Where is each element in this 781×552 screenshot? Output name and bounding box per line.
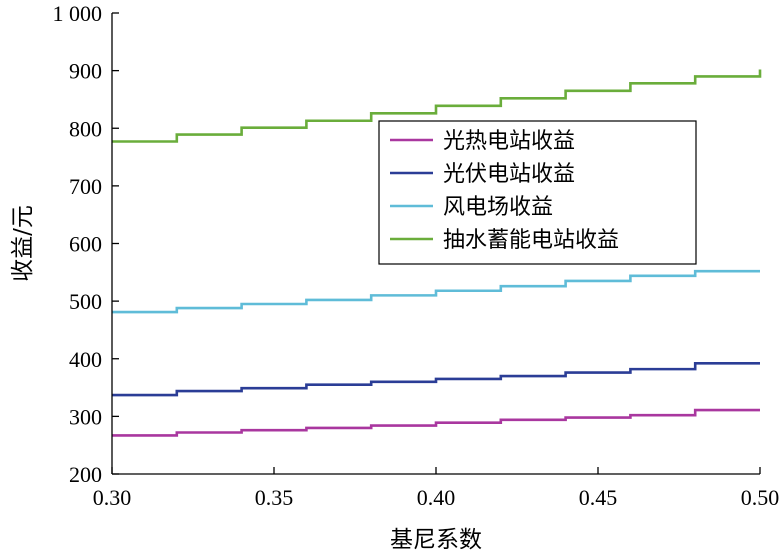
- y-axis-title: 收益/元: [10, 205, 36, 282]
- legend-label: 光热电站收益: [443, 129, 575, 154]
- series-line-1: [112, 408, 760, 437]
- y-tick-label: 600: [69, 232, 102, 257]
- series-layer: [112, 69, 762, 437]
- y-tick-label: 300: [69, 404, 102, 429]
- y-tick-label: 1 000: [53, 1, 103, 26]
- y-tick-label: 400: [69, 347, 102, 372]
- y-tick-label: 800: [69, 116, 102, 141]
- x-tick-label: 0.50: [741, 485, 780, 510]
- x-tick-label: 0.35: [255, 485, 294, 510]
- legend-label: 风电场收益: [443, 195, 553, 220]
- y-tick-label: 900: [69, 59, 102, 84]
- y-tick-label: 200: [69, 462, 102, 487]
- x-tick-label: 0.30: [93, 485, 132, 510]
- series-line-4: [112, 69, 762, 143]
- y-tick-label: 700: [69, 174, 102, 199]
- y-tick-label: 500: [69, 289, 102, 314]
- x-axis-title: 基尼系数: [390, 527, 482, 552]
- legend-label: 抽水蓄能电站收益: [443, 228, 619, 253]
- series-line-3: [112, 269, 760, 314]
- series-line-2: [112, 362, 760, 397]
- x-tick-label: 0.45: [579, 485, 618, 510]
- axes: 200 300 400 500 600 700 800 900 1 000 0.30 0.35 0.4…: [53, 1, 780, 510]
- x-tick-label: 0.40: [417, 485, 456, 510]
- legend-label: 光伏电站收益: [443, 162, 575, 187]
